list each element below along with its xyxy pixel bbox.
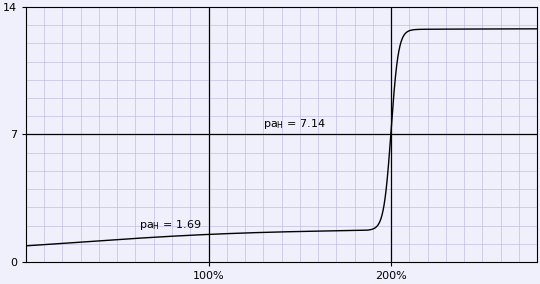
Text: $\mathregular{pa_H}$ = 7.14: $\mathregular{pa_H}$ = 7.14: [264, 117, 326, 131]
Text: $\mathregular{pa_H}$ = 1.69: $\mathregular{pa_H}$ = 1.69: [139, 218, 202, 231]
